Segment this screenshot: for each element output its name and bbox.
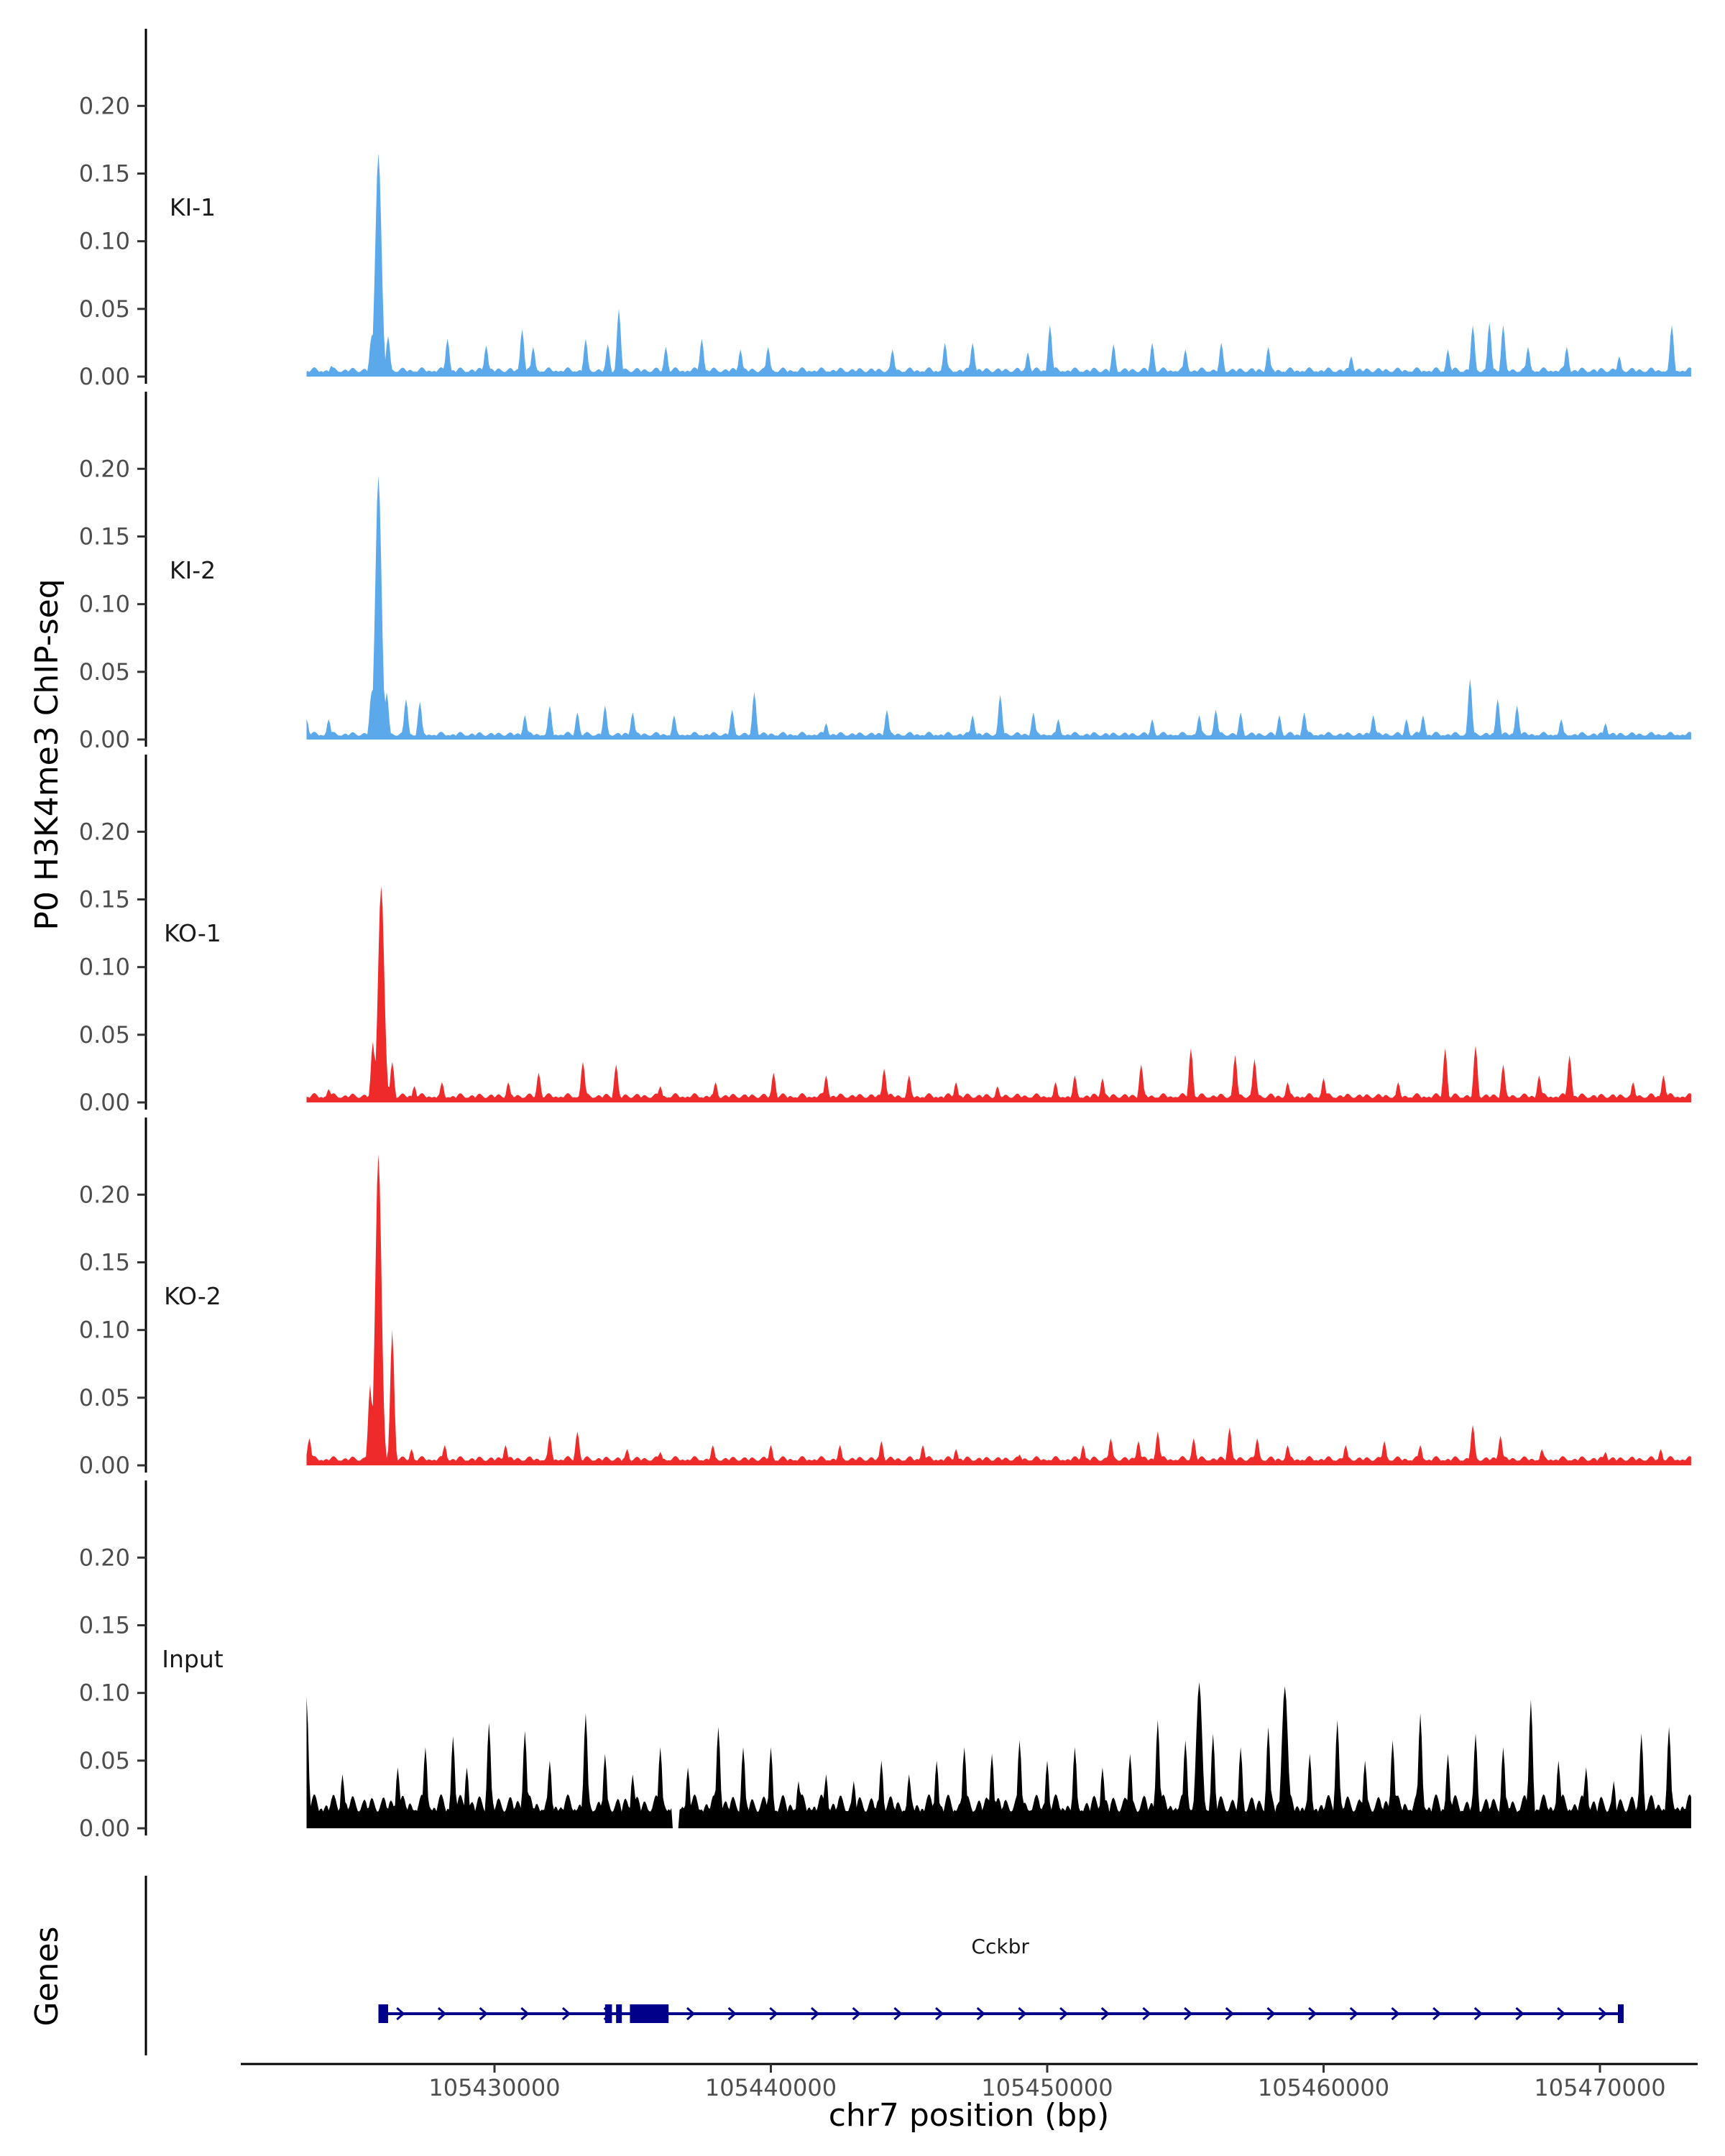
strand-arrow	[1184, 2007, 1193, 2021]
y-tick-label: 0.10	[79, 1680, 130, 1707]
track-ko-1: 0.00 0.05 0.10 0.15 0.20 KO-1	[79, 755, 1691, 1116]
gene-track-panel: Cckbr	[144, 1876, 1624, 2055]
y-tick-label: 0.05	[79, 658, 130, 686]
strand-arrow	[1308, 2007, 1317, 2021]
track-input: 0.00 0.05 0.10 0.15 0.20 Input	[79, 1480, 1691, 1842]
y-tick-label: 0.15	[79, 523, 130, 550]
track-label: Input	[162, 1645, 224, 1673]
y-tick-label: 0.20	[79, 455, 130, 482]
strand-arrow	[935, 2007, 944, 2021]
y-tick-label: 0.20	[79, 92, 130, 119]
strand-arrow	[1059, 2007, 1069, 2021]
strand-arrow	[1557, 2007, 1566, 2021]
signal-area-ki-1	[306, 153, 1691, 377]
track-label: KI-1	[170, 193, 216, 221]
y-tick-label: 0.05	[79, 1021, 130, 1049]
y-tick-label: 0.00	[79, 363, 130, 390]
y-tick-label: 0.20	[79, 1181, 130, 1208]
strand-arrow	[811, 2007, 820, 2021]
x-axis-title: chr7 position (bp)	[829, 2097, 1110, 2134]
y-tick-label: 0.15	[79, 886, 130, 913]
y-tick-label: 0.15	[79, 1249, 130, 1276]
strand-arrow	[976, 2007, 985, 2021]
genes-axis-title: Genes	[29, 1926, 65, 2026]
y-tick-label: 0.05	[79, 1384, 130, 1411]
strand-arrow	[1515, 2007, 1524, 2021]
signal-area-input	[306, 1682, 1691, 1828]
strand-arrow	[1432, 2007, 1442, 2021]
y-tick-label: 0.10	[79, 591, 130, 618]
signal-area-ko-2	[306, 1153, 1691, 1465]
strand-arrow	[1598, 2007, 1608, 2021]
gene-exon	[604, 2004, 612, 2023]
y-tick-label: 0.20	[79, 1544, 130, 1571]
y-tick-label: 0.10	[79, 1317, 130, 1344]
x-tick-label: 105430000	[428, 2074, 560, 2101]
y-tick-label: 0.20	[79, 818, 130, 845]
strand-arrow	[437, 2007, 447, 2021]
y-tick-label: 0.10	[79, 954, 130, 981]
x-tick-label: 105460000	[1258, 2074, 1389, 2101]
strand-arrow	[1391, 2007, 1400, 2021]
strand-arrow	[1018, 2007, 1027, 2021]
strand-arrow	[561, 2007, 571, 2021]
track-panels: 0.00 0.05 0.10 0.15 0.20 KI-1 0.00 0.05 0.10 0.15…	[79, 29, 1691, 1842]
strand-arrow	[520, 2007, 530, 2021]
strand-arrow	[1100, 2007, 1110, 2021]
track-ki-2: 0.00 0.05 0.10 0.15 0.20 KI-2	[79, 392, 1691, 753]
strand-arrow	[686, 2007, 696, 2021]
strand-arrow	[479, 2007, 488, 2021]
y-tick-label: 0.00	[79, 726, 130, 753]
gene-exon	[630, 2004, 669, 2023]
strand-arrow	[1142, 2007, 1151, 2021]
track-label: KO-1	[164, 919, 221, 947]
y-axis-title: P0 H3K4me3 ChIP-seq	[29, 579, 65, 930]
gene-exon	[1617, 2004, 1624, 2023]
track-label: KO-2	[164, 1282, 221, 1310]
x-tick-label: 105450000	[981, 2074, 1113, 2101]
y-tick-label: 0.15	[79, 160, 130, 188]
strand-arrow	[727, 2007, 737, 2021]
signal-area-ko-1	[306, 885, 1691, 1102]
strand-arrow	[396, 2007, 405, 2021]
track-ki-1: 0.00 0.05 0.10 0.15 0.20 KI-1	[79, 29, 1691, 390]
strand-arrow	[1473, 2007, 1484, 2021]
gene-exon	[616, 2004, 622, 2023]
y-tick-label: 0.05	[79, 1747, 130, 1774]
y-tick-label: 0.05	[79, 295, 130, 323]
gene-exon	[378, 2004, 388, 2023]
y-tick-label: 0.00	[79, 1452, 130, 1479]
signal-area-ki-2	[306, 475, 1691, 740]
strand-arrow	[1266, 2007, 1276, 2021]
x-tick-label: 105440000	[705, 2074, 837, 2101]
strand-arrow	[893, 2007, 903, 2021]
x-axis: 105430000 105440000 105450000 105460000 1054…	[241, 2063, 1698, 2101]
gene-name-label: Cckbr	[971, 1935, 1029, 1958]
y-tick-label: 0.10	[79, 228, 130, 255]
x-tick-label: 105470000	[1534, 2074, 1665, 2101]
track-label: KI-2	[170, 556, 216, 584]
y-tick-label: 0.15	[79, 1612, 130, 1639]
y-tick-label: 0.00	[79, 1089, 130, 1116]
strand-arrow	[852, 2007, 861, 2021]
strand-arrow	[1225, 2007, 1235, 2021]
track-ko-2: 0.00 0.05 0.10 0.15 0.20 KO-2	[79, 1118, 1691, 1479]
strand-arrow	[769, 2007, 778, 2021]
y-tick-label: 0.00	[79, 1815, 130, 1842]
strand-arrow	[1349, 2007, 1359, 2021]
